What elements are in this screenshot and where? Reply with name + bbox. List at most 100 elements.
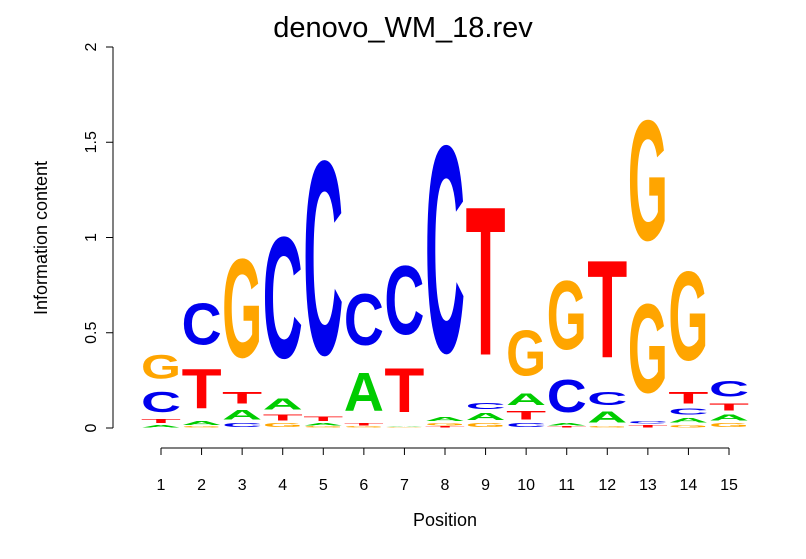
x-tick-label: 12 [598,477,616,494]
y-tick-label: 1 [83,233,100,242]
x-tick-label: 2 [197,477,206,494]
logo-letter-t: T [303,415,343,423]
logo-letter-t: T [222,388,262,407]
logo-letter-g: G [344,426,384,428]
x-axis-label: Position [413,510,477,530]
logo-letter-a: A [709,413,749,422]
logo-letter-a: A [344,361,384,422]
logo-letter-t: T [141,418,181,424]
logo-letter-a: A [425,417,465,423]
logo-letter-c: C [628,420,668,424]
y-axis-label: Information content [31,161,51,315]
x-tick-label: 9 [481,477,490,494]
logo-letter-g: G [425,422,465,426]
logo-letter-g: G [506,318,546,390]
logo-letter-t: T [506,409,546,422]
x-tick-label: 7 [400,477,409,494]
logo-letter-a: A [303,422,343,426]
x-tick-label: 1 [157,477,166,494]
logo-letter-c: C [263,201,303,395]
logo-letter-a: A [222,407,262,423]
x-tick-label: 5 [319,477,328,494]
logo-letter-g: G [182,426,222,428]
x-tick-label: 6 [359,477,368,494]
y-tick-label: 2 [83,42,100,51]
logo-letter-a: A [466,411,506,422]
logo-letter-a: A [141,424,181,428]
logo-letter-a: A [587,409,627,426]
logo-letter-g: G [668,424,708,428]
logo-letter-g: G [709,422,749,428]
y-tick-label: 0.5 [83,322,100,344]
logo-letter-a: A [182,420,222,426]
logo-letter-c: C [668,407,708,416]
x-tick-label: 8 [441,477,450,494]
x-tick-label: 3 [238,477,247,494]
logo-letter-c: C [344,279,384,361]
logo-letter-g: G [628,277,668,420]
logo-letter-g: G [263,422,303,428]
x-tick-label: 14 [680,477,698,494]
logo-letter-g: G [384,427,424,428]
logo-letter-g: G [587,426,627,428]
logo-letter-g: G [547,260,587,370]
logo-letter-c: C [466,401,506,410]
logo-letter-c: C [222,422,262,428]
logo-letter-c: C [709,377,749,402]
logo-letter-t: T [587,232,627,388]
logo-letter-g: G [303,426,343,428]
logo-letter-a: A [668,417,708,425]
logo-letter-c: C [141,387,181,419]
logo-letter-g: G [668,245,708,388]
x-tick-label: 10 [517,477,535,494]
logo-letter-g: G [628,84,668,276]
logo-letter-c: C [425,85,465,416]
logo-letter-t: T [384,355,424,426]
logo-letter-t: T [425,426,465,428]
y-tick-label: 1.5 [83,131,100,153]
x-tick-label: 13 [639,477,657,494]
logo-letter-t: T [709,401,750,412]
logo-letter-a: A [547,422,587,426]
logo-letter-t: T [668,388,708,407]
y-axis: 0 0.5 1 1.5 2 [83,42,114,432]
logo-letter-g: G [222,229,262,387]
y-tick-label: 0 [83,423,100,432]
logo-letter-a: A [506,390,546,409]
letter-stacks: ATCGGATCCATGGTACGATCGTACGATCTGACGACTCTAG… [141,84,750,428]
x-tick-label: 15 [720,477,738,494]
x-tick-label: 4 [278,477,287,494]
logo-letter-c: C [587,388,627,409]
logo-letter-t: T [263,413,303,422]
logo-letter-t: T [628,424,668,428]
logo-letter-c: C [182,292,222,358]
logo-letter-a: A [384,426,424,427]
logo-letter-t: T [344,422,384,426]
logo-letter-c: C [506,422,546,428]
logo-letter-t: T [182,357,222,420]
logo-letter-c: C [303,104,343,413]
logo-letter-g: G [141,349,181,386]
x-tick-label: 11 [558,477,575,494]
logo-letter-a: A [263,395,303,412]
logo-letter-t: T [547,426,587,428]
chart-title: denovo_WM_18.rev [273,12,533,44]
logo-letter-c: C [384,245,424,355]
logo-letter-c: C [547,371,587,422]
